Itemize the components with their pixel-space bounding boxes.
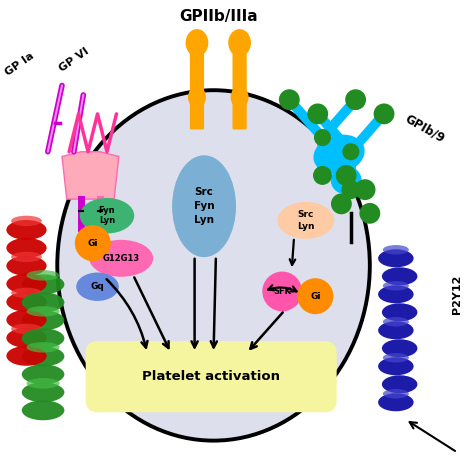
FancyBboxPatch shape bbox=[190, 46, 204, 129]
Ellipse shape bbox=[22, 310, 64, 330]
FancyBboxPatch shape bbox=[232, 46, 246, 129]
Ellipse shape bbox=[76, 273, 119, 301]
Circle shape bbox=[359, 203, 380, 224]
Polygon shape bbox=[62, 152, 119, 199]
Ellipse shape bbox=[234, 109, 245, 123]
Ellipse shape bbox=[172, 155, 236, 257]
Ellipse shape bbox=[378, 321, 414, 339]
Ellipse shape bbox=[313, 135, 365, 173]
Ellipse shape bbox=[11, 252, 42, 262]
Ellipse shape bbox=[331, 166, 362, 194]
Ellipse shape bbox=[383, 317, 409, 327]
Ellipse shape bbox=[383, 281, 409, 291]
Ellipse shape bbox=[6, 346, 46, 366]
Ellipse shape bbox=[383, 389, 409, 399]
Ellipse shape bbox=[382, 303, 418, 321]
Ellipse shape bbox=[6, 310, 46, 330]
Circle shape bbox=[355, 179, 375, 200]
Ellipse shape bbox=[6, 256, 46, 276]
Ellipse shape bbox=[22, 292, 64, 312]
Ellipse shape bbox=[230, 86, 248, 108]
Ellipse shape bbox=[378, 285, 414, 303]
Circle shape bbox=[341, 180, 360, 199]
Circle shape bbox=[262, 272, 302, 311]
Ellipse shape bbox=[6, 238, 46, 258]
Ellipse shape bbox=[382, 267, 418, 285]
Circle shape bbox=[279, 89, 300, 110]
Ellipse shape bbox=[11, 288, 42, 298]
Ellipse shape bbox=[6, 328, 46, 348]
Text: GP VI: GP VI bbox=[57, 46, 91, 73]
Text: Lyn: Lyn bbox=[194, 215, 214, 226]
Circle shape bbox=[307, 103, 328, 124]
Text: G12G13: G12G13 bbox=[103, 254, 140, 263]
Text: Fyn: Fyn bbox=[99, 206, 115, 215]
Text: Fyn: Fyn bbox=[194, 201, 214, 211]
Ellipse shape bbox=[378, 393, 414, 411]
Text: Gq: Gq bbox=[91, 282, 104, 291]
Text: Gi: Gi bbox=[88, 238, 98, 247]
Ellipse shape bbox=[383, 353, 409, 363]
Text: P2Y12: P2Y12 bbox=[452, 274, 463, 313]
FancyBboxPatch shape bbox=[86, 341, 337, 412]
Ellipse shape bbox=[382, 339, 418, 357]
Ellipse shape bbox=[234, 64, 245, 82]
Text: Src: Src bbox=[195, 187, 213, 197]
Circle shape bbox=[314, 129, 331, 146]
Circle shape bbox=[336, 165, 356, 186]
Ellipse shape bbox=[228, 29, 251, 56]
Ellipse shape bbox=[191, 64, 203, 82]
Ellipse shape bbox=[22, 401, 64, 420]
Text: Platelet activation: Platelet activation bbox=[142, 370, 280, 383]
Ellipse shape bbox=[57, 90, 370, 441]
Circle shape bbox=[345, 89, 366, 110]
Text: SFK: SFK bbox=[273, 287, 291, 296]
Text: GPIb/9: GPIb/9 bbox=[402, 111, 447, 145]
Ellipse shape bbox=[11, 324, 42, 334]
Ellipse shape bbox=[6, 274, 46, 294]
Ellipse shape bbox=[6, 220, 46, 240]
Ellipse shape bbox=[89, 240, 153, 277]
Ellipse shape bbox=[27, 270, 60, 281]
Ellipse shape bbox=[378, 249, 414, 267]
Circle shape bbox=[297, 278, 333, 314]
Circle shape bbox=[374, 103, 394, 124]
Text: Gi: Gi bbox=[310, 292, 320, 301]
Ellipse shape bbox=[27, 378, 60, 389]
Circle shape bbox=[75, 225, 111, 261]
Ellipse shape bbox=[186, 29, 209, 56]
Ellipse shape bbox=[382, 375, 418, 393]
Ellipse shape bbox=[22, 274, 64, 294]
Ellipse shape bbox=[22, 383, 64, 402]
Text: Src: Src bbox=[298, 210, 314, 219]
Ellipse shape bbox=[6, 292, 46, 312]
Ellipse shape bbox=[80, 198, 134, 234]
Ellipse shape bbox=[27, 342, 60, 353]
Text: GP Ia: GP Ia bbox=[3, 51, 36, 78]
Text: Lyn: Lyn bbox=[99, 216, 115, 225]
Text: GPIIb/IIIa: GPIIb/IIIa bbox=[179, 9, 257, 24]
Circle shape bbox=[313, 166, 332, 185]
Ellipse shape bbox=[22, 346, 64, 366]
Ellipse shape bbox=[378, 357, 414, 375]
Ellipse shape bbox=[22, 328, 64, 348]
Ellipse shape bbox=[11, 216, 42, 226]
Circle shape bbox=[342, 143, 359, 160]
Text: Lyn: Lyn bbox=[297, 222, 315, 231]
Ellipse shape bbox=[192, 109, 202, 123]
Ellipse shape bbox=[277, 202, 334, 239]
Ellipse shape bbox=[22, 365, 64, 384]
Ellipse shape bbox=[383, 245, 409, 255]
Ellipse shape bbox=[27, 306, 60, 317]
Ellipse shape bbox=[188, 86, 206, 108]
Circle shape bbox=[331, 193, 352, 214]
